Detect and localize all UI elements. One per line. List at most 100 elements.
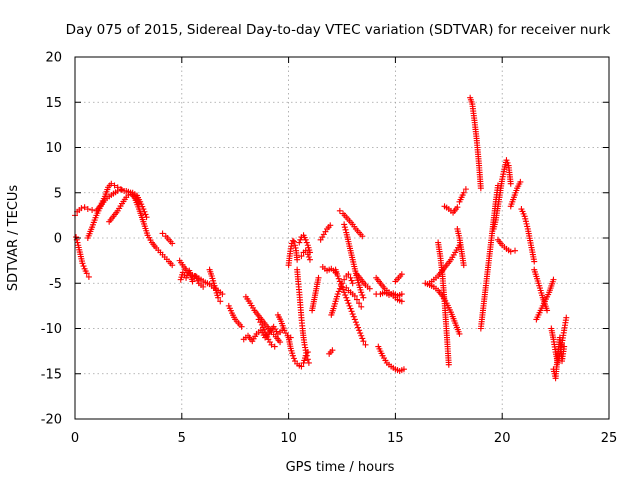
series-s7	[177, 267, 207, 290]
data-point	[359, 292, 366, 299]
data-point	[159, 230, 166, 237]
data-point	[345, 271, 352, 278]
data-point	[504, 159, 511, 166]
series-s20	[317, 222, 334, 243]
data-point	[352, 319, 359, 326]
series-s8	[206, 266, 224, 305]
data-point	[336, 207, 343, 214]
data-point	[217, 298, 224, 305]
data-point	[353, 321, 360, 328]
data-point	[315, 274, 322, 281]
data-point	[454, 204, 461, 211]
y-tick-label: 10	[45, 141, 62, 156]
data-point	[355, 324, 362, 331]
data-point	[290, 238, 297, 245]
y-tick-label: -15	[41, 367, 62, 382]
data-point	[460, 189, 467, 196]
data-point	[347, 274, 354, 281]
series-s19	[309, 274, 322, 314]
data-point	[303, 352, 310, 359]
series-s35	[435, 239, 452, 368]
chart-title: Day 075 of 2015, Sidereal Day-to-day VTE…	[66, 22, 611, 38]
data-point	[358, 303, 365, 310]
data-point	[277, 339, 284, 346]
series-s36	[441, 203, 461, 216]
data-point	[400, 366, 407, 373]
data-point	[341, 289, 348, 296]
data-point	[344, 297, 351, 304]
data-point	[304, 356, 311, 363]
data-point	[351, 316, 358, 323]
data-point	[477, 185, 484, 192]
data-point	[289, 237, 296, 244]
data-point	[302, 236, 309, 243]
series-s26	[343, 284, 365, 310]
data-point	[169, 240, 176, 247]
x-axis-label: GPS time / hours	[286, 460, 395, 475]
data-point	[462, 186, 469, 193]
data-point	[341, 224, 348, 231]
series-s30	[373, 289, 405, 299]
data-point	[108, 180, 115, 187]
y-tick-label: -10	[41, 322, 62, 337]
axis-ticks	[74, 56, 610, 420]
data-point	[503, 157, 510, 164]
data-point	[296, 239, 303, 246]
y-tick-labels: -20 -15 -10 -5 0 5 10 15 20	[41, 51, 62, 428]
series-s39	[467, 94, 484, 192]
data-point	[335, 288, 342, 295]
data-point	[507, 248, 514, 255]
data-point	[289, 352, 296, 359]
y-tick-label: 0	[54, 232, 62, 247]
series-s23	[332, 266, 369, 348]
data-point	[356, 300, 363, 307]
series-s28	[326, 347, 336, 357]
series-s15	[285, 237, 301, 269]
y-tick-label: -5	[49, 277, 62, 292]
data-point	[350, 313, 357, 320]
data-point	[85, 273, 92, 280]
series-s10	[240, 323, 286, 345]
data-point	[356, 327, 363, 334]
data-point	[304, 251, 311, 258]
data-point	[141, 208, 148, 215]
x-tick-label: 25	[601, 431, 618, 446]
data-point	[507, 180, 514, 187]
data-point	[117, 186, 124, 193]
data-point	[398, 291, 405, 298]
data-point	[341, 221, 348, 228]
series-s18	[298, 247, 313, 263]
data-point	[84, 206, 91, 213]
series-s44	[518, 206, 538, 265]
series-s14	[285, 334, 311, 370]
series-s37	[454, 225, 467, 269]
data-point	[78, 205, 85, 212]
series-s3	[84, 187, 176, 269]
data-point	[305, 359, 312, 366]
y-tick-label: 15	[45, 96, 62, 111]
data-point	[80, 263, 87, 270]
y-axis-label: SDTVAR / TECUs	[6, 185, 21, 292]
data-point	[339, 283, 345, 290]
data-point	[306, 256, 313, 263]
data-point	[302, 247, 309, 254]
x-tick-label: 5	[178, 431, 186, 446]
series-s4	[106, 189, 143, 225]
y-tick-label: -20	[41, 413, 62, 428]
data-point	[348, 277, 355, 284]
series-s48	[550, 334, 568, 382]
data-point	[348, 308, 355, 315]
series-s27	[353, 271, 373, 292]
series-s41	[490, 157, 514, 232]
series-s34	[426, 242, 463, 287]
data-point	[349, 280, 356, 287]
series-s24	[336, 207, 366, 240]
data-point	[341, 276, 348, 283]
data-point	[398, 298, 405, 305]
data-point	[366, 285, 373, 292]
data-point	[298, 253, 305, 260]
data-point	[169, 262, 176, 269]
data-point	[303, 239, 310, 246]
series-s32	[392, 271, 405, 285]
series-s5	[159, 230, 176, 247]
